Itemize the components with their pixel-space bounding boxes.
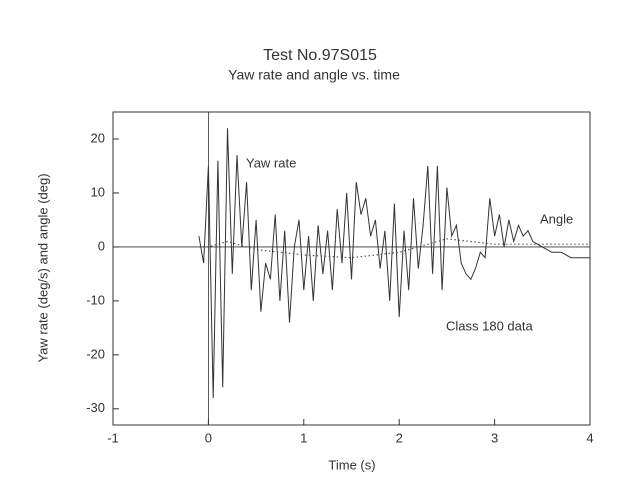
annotation: Class 180 data [446, 318, 533, 333]
series-line [198, 238, 590, 259]
chart-title: Test No.97S015 [263, 47, 377, 64]
annotation: Angle [540, 211, 573, 226]
y-axis-label: Yaw rate (deg/s) and angle (deg) [35, 173, 50, 362]
x-tick-label: 1 [300, 430, 307, 445]
annotation: Yaw rate [246, 155, 296, 170]
y-tick-label: 0 [98, 238, 105, 253]
x-tick-label: 4 [586, 430, 593, 445]
y-tick-label: -30 [86, 400, 105, 415]
x-tick-label: 0 [205, 430, 212, 445]
y-tick-label: 20 [91, 130, 105, 145]
x-tick-label: 3 [491, 430, 498, 445]
chart-subtitle: Yaw rate and angle vs. time [228, 67, 400, 83]
x-tick-label: -1 [107, 430, 119, 445]
series-line [198, 128, 590, 399]
y-tick-label: -20 [86, 346, 105, 361]
x-axis-label: Time (s) [328, 457, 375, 472]
x-tick-label: 2 [396, 430, 403, 445]
plot-frame [112, 111, 591, 426]
y-tick-label: -10 [86, 292, 105, 307]
y-tick-label: 10 [91, 184, 105, 199]
